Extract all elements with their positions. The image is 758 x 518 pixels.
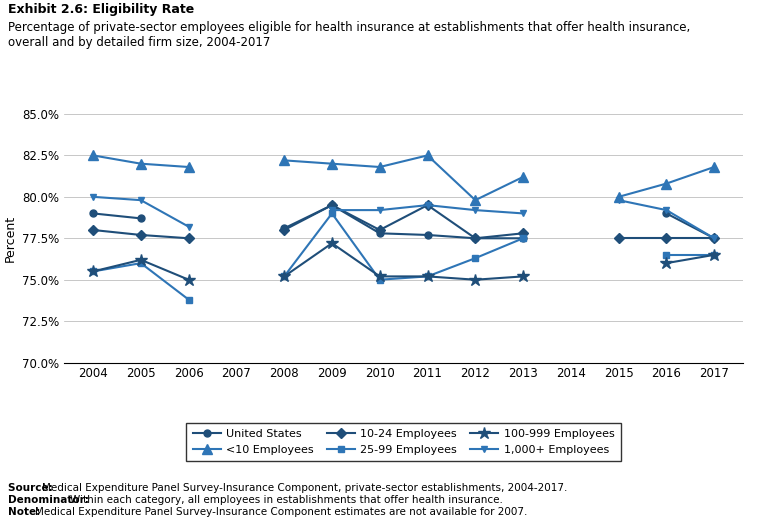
- Text: Percentage of private-sector employees eligible for health insurance at establis: Percentage of private-sector employees e…: [8, 21, 690, 49]
- 10-24 Employees: [89, 227, 98, 233]
- 1,000+ Employees: [136, 197, 146, 203]
- Y-axis label: Percent: Percent: [4, 215, 17, 262]
- Line: 1,000+ Employees: 1,000+ Employees: [89, 193, 192, 230]
- United States: [89, 210, 98, 217]
- <10 Employees: [89, 152, 98, 159]
- United States: [136, 215, 146, 222]
- Text: Denominator:: Denominator:: [8, 495, 92, 505]
- Line: 10-24 Employees: 10-24 Employees: [89, 226, 192, 242]
- 25-99 Employees: [184, 296, 193, 303]
- Line: <10 Employees: <10 Employees: [88, 151, 193, 172]
- 1,000+ Employees: [89, 194, 98, 200]
- 100-999 Employees: [136, 257, 146, 263]
- Text: Note:: Note:: [8, 507, 43, 516]
- Text: Medical Expenditure Panel Survey-Insurance Component estimates are not available: Medical Expenditure Panel Survey-Insuran…: [35, 507, 528, 516]
- 100-999 Employees: [89, 268, 98, 275]
- <10 Employees: [184, 164, 193, 170]
- 10-24 Employees: [184, 235, 193, 241]
- Line: United States: United States: [89, 210, 144, 222]
- <10 Employees: [136, 161, 146, 167]
- 25-99 Employees: [89, 268, 98, 275]
- Text: Exhibit 2.6: Eligibility Rate: Exhibit 2.6: Eligibility Rate: [8, 3, 194, 16]
- Legend: United States, <10 Employees, 10-24 Employees, 25-99 Employees, 100-999 Employee: United States, <10 Employees, 10-24 Empl…: [186, 423, 622, 462]
- Line: 100-999 Employees: 100-999 Employees: [87, 254, 195, 286]
- 25-99 Employees: [136, 260, 146, 266]
- Text: Medical Expenditure Panel Survey-Insurance Component, private-sector establishme: Medical Expenditure Panel Survey-Insuran…: [42, 483, 567, 493]
- Line: 25-99 Employees: 25-99 Employees: [89, 260, 192, 303]
- Text: Within each category, all employees in establishments that offer health insuranc: Within each category, all employees in e…: [70, 495, 503, 505]
- 10-24 Employees: [136, 232, 146, 238]
- 100-999 Employees: [184, 277, 193, 283]
- Text: Source:: Source:: [8, 483, 56, 493]
- 1,000+ Employees: [184, 224, 193, 230]
